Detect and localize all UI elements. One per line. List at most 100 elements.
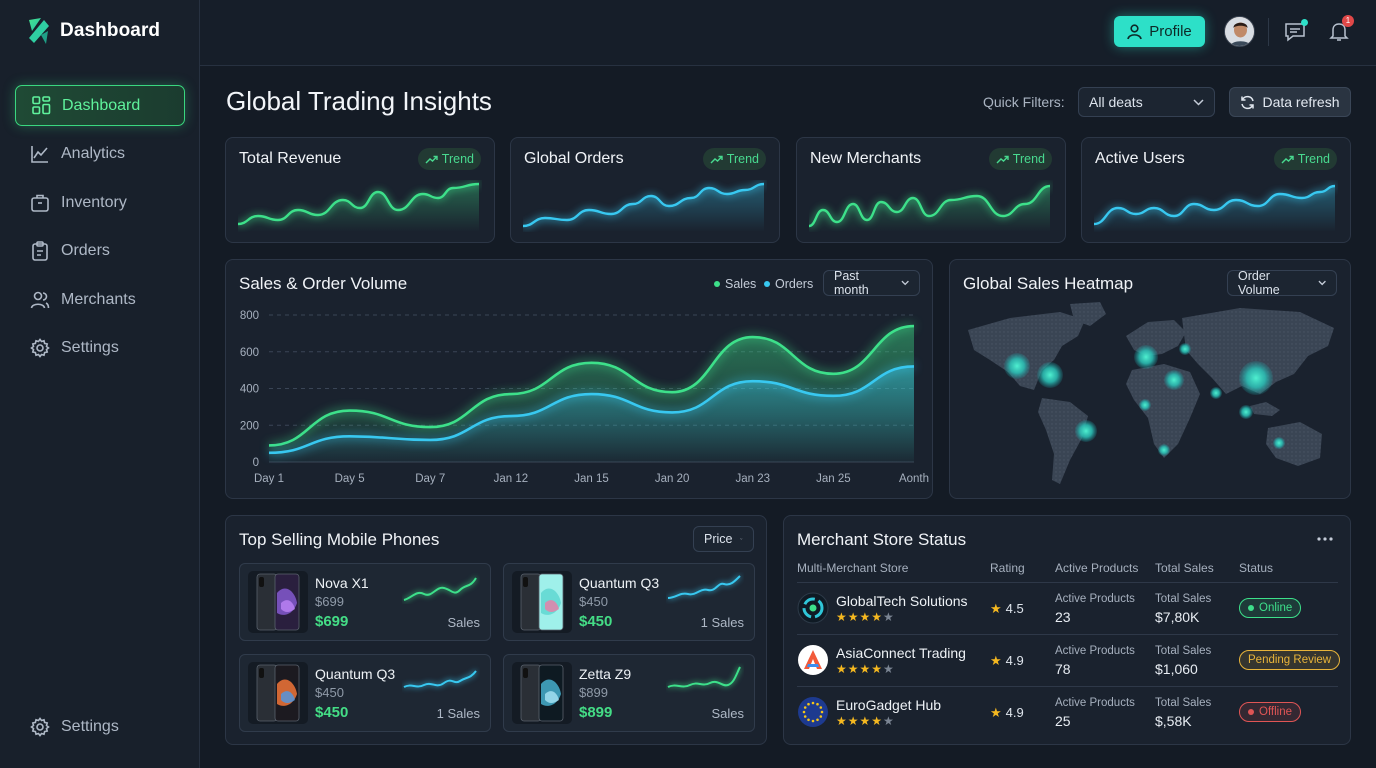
trend-label: Trend bbox=[726, 152, 759, 166]
sidebar-item-analytics[interactable]: Analytics bbox=[15, 134, 185, 175]
col-header-rating: Rating bbox=[990, 561, 1025, 575]
stat-title: Active Users bbox=[1095, 150, 1185, 167]
sidebar-item-label: Settings bbox=[61, 339, 119, 356]
phone-sales-sparkline bbox=[667, 575, 741, 599]
hotspot-se-asia bbox=[1239, 405, 1253, 419]
phone-card[interactable]: Quantum Q3 $450 $450 1 Sales bbox=[239, 654, 491, 732]
phone-price: $699 bbox=[315, 613, 349, 630]
quick-filter-select[interactable]: All deats bbox=[1078, 87, 1215, 117]
sidebar-item-dashboard[interactable]: Dashboard bbox=[15, 85, 185, 126]
star-icon: ★ bbox=[990, 601, 1002, 616]
x-tick-label: Day 1 bbox=[254, 473, 284, 485]
trend-up-icon bbox=[996, 155, 1009, 163]
phones-sort-select[interactable]: Price bbox=[693, 526, 754, 552]
x-tick-label: Jan 23 bbox=[735, 473, 770, 485]
trend-up-icon bbox=[710, 155, 723, 163]
profile-button[interactable]: Profile bbox=[1114, 16, 1205, 47]
phone-sales-label: Sales bbox=[711, 706, 744, 721]
phone-image bbox=[248, 571, 308, 633]
rating-stars: ★★★★★ bbox=[836, 610, 895, 624]
stat-card[interactable]: Global Orders Trend bbox=[510, 137, 780, 243]
sidebar-item-settings-bottom[interactable]: Settings bbox=[15, 706, 185, 747]
col-header-store: Multi-Merchant Store bbox=[797, 561, 909, 575]
chat-unread-dot bbox=[1301, 19, 1308, 26]
series-area-orders bbox=[269, 366, 914, 462]
star-icon: ★ bbox=[990, 653, 1002, 668]
sidebar: Dashboard Dashboard Analytics bbox=[0, 0, 200, 768]
status-dot bbox=[1248, 709, 1254, 715]
merchant-logo bbox=[797, 696, 829, 728]
trend-up-icon bbox=[1281, 155, 1294, 163]
phone-sales-sparkline bbox=[667, 666, 741, 688]
phone-list-price: $450 bbox=[579, 594, 608, 609]
stat-title: New Merchants bbox=[810, 150, 922, 167]
hotspot-west-us bbox=[1004, 353, 1030, 379]
rating-value: 4.9 bbox=[1005, 705, 1024, 720]
period-select[interactable]: Past month bbox=[823, 269, 920, 297]
phone-sales-label: 1 Sales bbox=[700, 615, 744, 630]
chevron-down-icon bbox=[740, 538, 743, 540]
phone-card[interactable]: Quantum Q3 $450 $450 1 Sales bbox=[503, 563, 755, 641]
heatmap-metric-select[interactable]: Order Volume bbox=[1227, 269, 1337, 297]
status-label: Online bbox=[1259, 602, 1293, 614]
stat-title: Global Orders bbox=[524, 150, 624, 167]
users-icon bbox=[30, 290, 50, 310]
phones-sort-value: Price bbox=[704, 532, 733, 546]
status-badge: Online bbox=[1239, 598, 1302, 618]
brand[interactable]: Dashboard bbox=[26, 17, 160, 45]
status-label: Offline bbox=[1259, 706, 1293, 718]
period-value: Past month bbox=[834, 269, 869, 297]
y-tick-label: 200 bbox=[240, 420, 259, 432]
phone-sales-sparkline bbox=[403, 670, 477, 688]
sparkline-line bbox=[403, 577, 477, 601]
hotspot-brazil bbox=[1075, 420, 1097, 442]
phone-list-price: $450 bbox=[315, 685, 344, 700]
user-icon bbox=[1127, 23, 1143, 39]
topbar: Profile 1 bbox=[200, 0, 1376, 66]
gear-icon bbox=[30, 716, 50, 737]
quick-filter-value: All deats bbox=[1089, 94, 1143, 110]
trend-badge: Trend bbox=[702, 148, 766, 170]
notification-badge: 1 bbox=[1342, 15, 1354, 27]
bell-icon[interactable]: 1 bbox=[1327, 15, 1354, 43]
hotspot-china bbox=[1239, 361, 1273, 395]
hotspot-europe-east bbox=[1179, 343, 1191, 355]
sparkline-line bbox=[403, 670, 477, 688]
page-title: Global Trading Insights bbox=[226, 86, 492, 116]
phone-price: $899 bbox=[579, 704, 613, 721]
more-options-icon[interactable] bbox=[1316, 532, 1334, 544]
stat-card[interactable]: Active Users Trend bbox=[1081, 137, 1351, 243]
row-divider bbox=[797, 686, 1338, 687]
sidebar-item-label: Dashboard bbox=[62, 96, 141, 114]
heatmap-title: Global Sales Heatmap bbox=[963, 274, 1134, 293]
sparkline bbox=[1094, 184, 1336, 232]
merchant-logo bbox=[797, 592, 829, 624]
active-products-label: Active Products bbox=[1055, 697, 1135, 709]
hotspot-east-us bbox=[1037, 362, 1063, 388]
col-header-active-products: Active Products bbox=[1055, 561, 1139, 575]
active-products-label: Active Products bbox=[1055, 593, 1135, 605]
phone-price: $450 bbox=[315, 704, 349, 721]
active-products-value: 25 bbox=[1055, 713, 1071, 729]
stat-card[interactable]: Total Revenue Trend bbox=[225, 137, 495, 243]
data-refresh-button[interactable]: Data refresh bbox=[1229, 87, 1351, 117]
merchants-title: Merchant Store Status bbox=[797, 530, 967, 549]
y-tick-label: 400 bbox=[240, 384, 259, 396]
chat-icon[interactable] bbox=[1283, 19, 1308, 44]
sidebar-item-inventory[interactable]: Inventory bbox=[15, 182, 185, 223]
avatar[interactable] bbox=[1224, 16, 1255, 47]
phone-card[interactable]: Nova X1 $699 $699 Sales bbox=[239, 563, 491, 641]
sidebar-item-merchants[interactable]: Merchants bbox=[15, 279, 185, 320]
phone-sales-label: 1 Sales bbox=[436, 706, 480, 721]
quick-filters-label: Quick Filters: bbox=[983, 94, 1065, 110]
stat-card[interactable]: New Merchants Trend bbox=[796, 137, 1066, 243]
sidebar-item-label: Settings bbox=[61, 717, 119, 735]
x-tick-label: Jan 15 bbox=[574, 473, 609, 485]
sidebar-item-orders[interactable]: Orders bbox=[15, 231, 185, 272]
sparkline-area bbox=[1094, 186, 1335, 232]
phone-card[interactable]: Zetta Z9 $899 $899 Sales bbox=[503, 654, 755, 732]
sidebar-item-settings[interactable]: Settings bbox=[15, 328, 185, 369]
active-products-label: Active Products bbox=[1055, 645, 1135, 657]
total-sales-label: Total Sales bbox=[1155, 697, 1212, 709]
sidebar-item-label: Merchants bbox=[61, 290, 136, 308]
